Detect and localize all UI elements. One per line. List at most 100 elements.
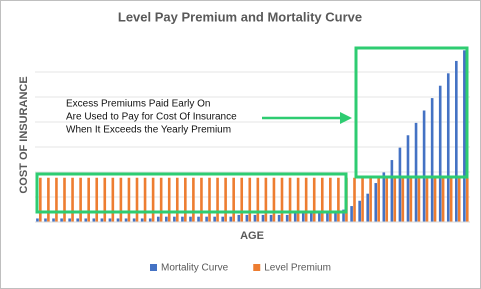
bar xyxy=(310,213,313,222)
bar xyxy=(47,177,50,222)
bar xyxy=(240,177,244,222)
bar xyxy=(68,218,71,222)
bar xyxy=(449,177,453,222)
bar xyxy=(465,177,469,222)
bar xyxy=(95,177,99,222)
bar xyxy=(277,214,281,222)
legend-label: Mortality Curve xyxy=(161,263,229,274)
bar xyxy=(237,214,241,222)
bar xyxy=(334,211,337,222)
bar xyxy=(312,177,316,222)
bar xyxy=(320,177,324,222)
bar xyxy=(382,172,386,222)
bar xyxy=(100,218,104,222)
bar xyxy=(374,183,378,222)
legend-swatch xyxy=(253,264,261,271)
bar xyxy=(92,218,96,222)
bar xyxy=(288,177,292,222)
bar xyxy=(369,177,372,222)
bar xyxy=(393,177,397,222)
bar xyxy=(103,177,107,222)
bar xyxy=(229,216,233,222)
bars xyxy=(36,50,469,223)
bar xyxy=(159,177,163,222)
bar xyxy=(55,177,58,222)
bar xyxy=(430,98,434,222)
bar xyxy=(76,218,80,222)
bar xyxy=(184,177,187,222)
bar xyxy=(192,177,195,222)
bar xyxy=(208,177,211,222)
bar xyxy=(205,216,208,222)
legend-swatch xyxy=(150,264,157,271)
bar xyxy=(401,177,405,222)
bar xyxy=(280,177,284,222)
bar xyxy=(79,177,82,222)
bar xyxy=(417,177,421,222)
annotation-line: When It Exceeds the Yearly Premium xyxy=(66,125,231,136)
bar xyxy=(272,177,276,222)
bar xyxy=(361,177,364,222)
bar xyxy=(36,218,39,222)
bar xyxy=(143,177,147,222)
bar xyxy=(84,218,88,222)
bar xyxy=(425,177,429,222)
bar xyxy=(366,193,370,222)
highlight-box xyxy=(35,172,348,214)
bar xyxy=(173,216,176,222)
bar xyxy=(398,147,402,222)
bar xyxy=(124,218,128,222)
bar xyxy=(446,73,450,222)
chart-title: Level Pay Premium and Mortality Curve xyxy=(118,9,362,24)
bar xyxy=(261,214,265,222)
bar xyxy=(245,214,249,222)
bar xyxy=(60,218,63,222)
bar xyxy=(385,177,389,222)
x-axis-label: AGE xyxy=(240,230,264,242)
bar xyxy=(71,177,74,222)
annotation: Excess Premiums Paid Early On Are Used t… xyxy=(66,99,237,136)
bar xyxy=(119,177,123,222)
grid xyxy=(35,71,470,198)
bar xyxy=(224,177,227,222)
bar xyxy=(264,177,268,222)
bar xyxy=(457,177,461,222)
highlight-box xyxy=(354,46,469,179)
bar xyxy=(326,213,329,222)
bar xyxy=(87,177,90,222)
bar xyxy=(165,216,168,222)
bar xyxy=(189,216,192,222)
bar xyxy=(318,213,321,222)
bar xyxy=(296,177,300,222)
annotation-line: Are Used to Pay for Cost Of Insurance xyxy=(66,112,237,123)
bar xyxy=(108,218,112,222)
bar xyxy=(433,177,437,222)
bar xyxy=(301,213,305,222)
bar xyxy=(342,209,345,222)
bar xyxy=(216,177,219,222)
bar xyxy=(390,160,394,222)
bar xyxy=(116,218,120,222)
bar xyxy=(181,216,184,222)
bar xyxy=(63,177,66,222)
bar xyxy=(285,214,289,222)
bar xyxy=(438,85,442,223)
bar xyxy=(111,177,115,222)
bar xyxy=(293,213,297,222)
arrow-head xyxy=(340,112,352,124)
bar xyxy=(151,177,155,222)
legend: Mortality Curve Level Premium xyxy=(150,263,331,274)
bar xyxy=(39,177,42,222)
legend-label: Level Premium xyxy=(264,263,331,274)
bar xyxy=(148,218,152,222)
bar xyxy=(248,177,252,222)
bar xyxy=(213,216,216,222)
bar xyxy=(350,206,353,222)
bar xyxy=(44,218,47,222)
bar xyxy=(377,177,380,222)
bar xyxy=(156,216,160,222)
bar xyxy=(409,177,413,222)
bar xyxy=(256,177,260,222)
bar xyxy=(175,177,179,222)
